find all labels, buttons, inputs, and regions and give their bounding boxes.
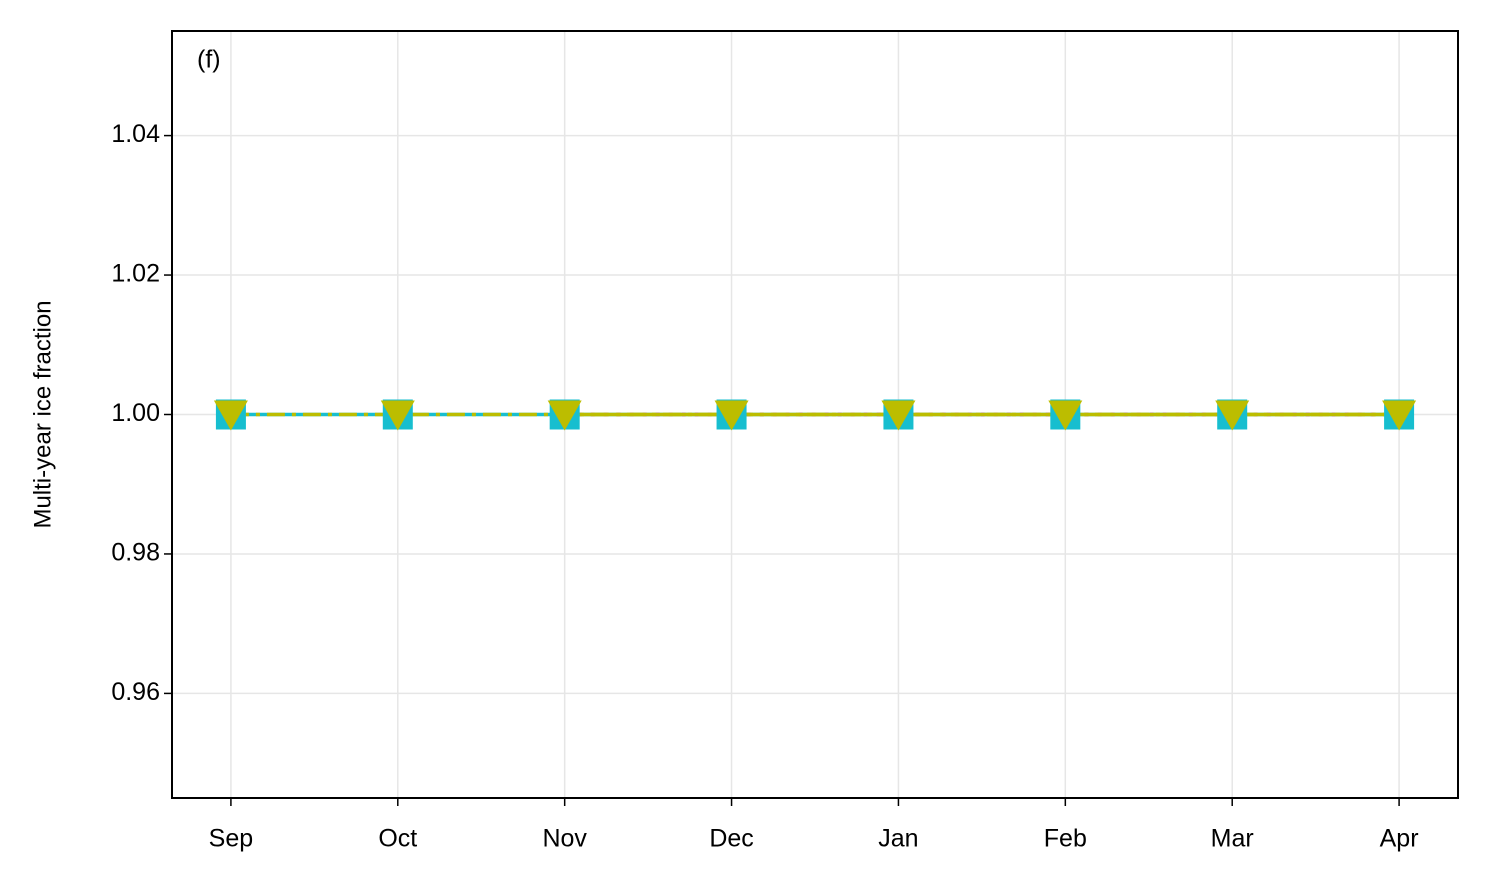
x-tick-label: Jan [878, 825, 918, 853]
y-tick-label: 0.98 [111, 539, 160, 567]
plot-frame [171, 30, 1459, 799]
x-tick-label: Nov [542, 825, 587, 853]
y-axis-label: Multi-year ice fraction [29, 300, 56, 528]
marker-triangle [547, 400, 582, 431]
x-tick-label: Dec [709, 825, 753, 853]
y-tick-label: 0.96 [111, 678, 160, 706]
y-tick-label: 1.00 [111, 399, 160, 427]
marker-triangle [881, 400, 916, 431]
x-tick-label: Feb [1044, 825, 1087, 853]
marker-triangle [714, 400, 749, 431]
y-tick-label: 1.02 [111, 260, 160, 288]
x-tick-label: Mar [1211, 825, 1254, 853]
marker-triangle [1382, 400, 1417, 431]
marker-triangle [213, 400, 248, 431]
x-tick-label: Oct [378, 825, 417, 853]
x-tick-label: Sep [209, 825, 253, 853]
marker-triangle [380, 400, 415, 431]
x-tick-label: Apr [1380, 825, 1419, 853]
y-tick-label: 1.04 [111, 120, 160, 148]
marker-triangle [1048, 400, 1083, 431]
annotation: (f) [197, 46, 221, 74]
marker-triangle [1215, 400, 1250, 431]
